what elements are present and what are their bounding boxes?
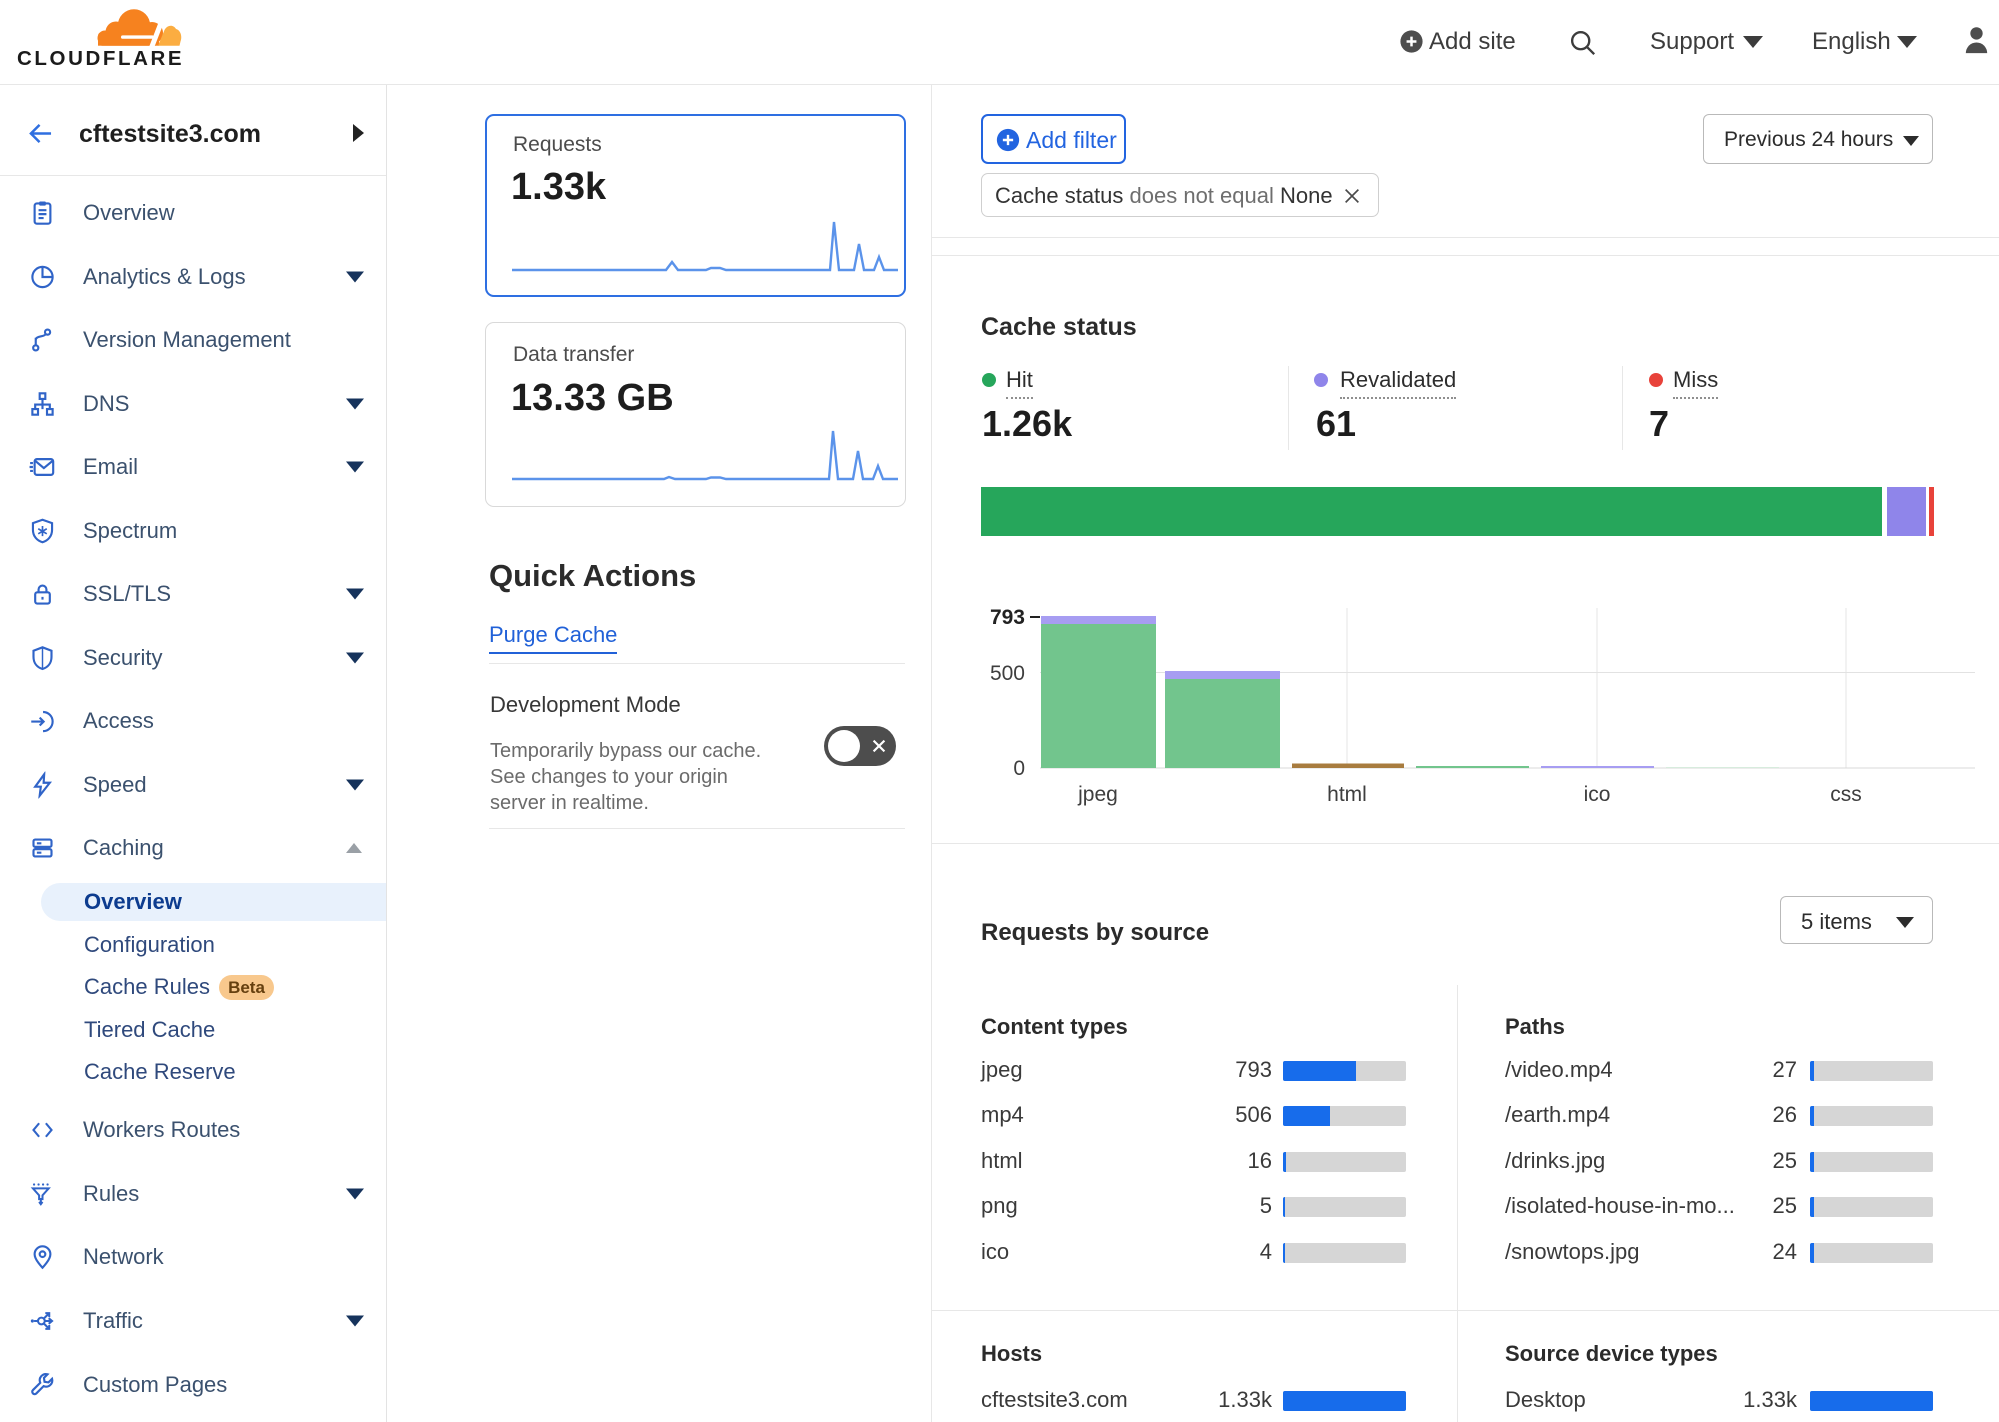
svg-text:CLOUDFLARE: CLOUDFLARE [17,47,184,70]
